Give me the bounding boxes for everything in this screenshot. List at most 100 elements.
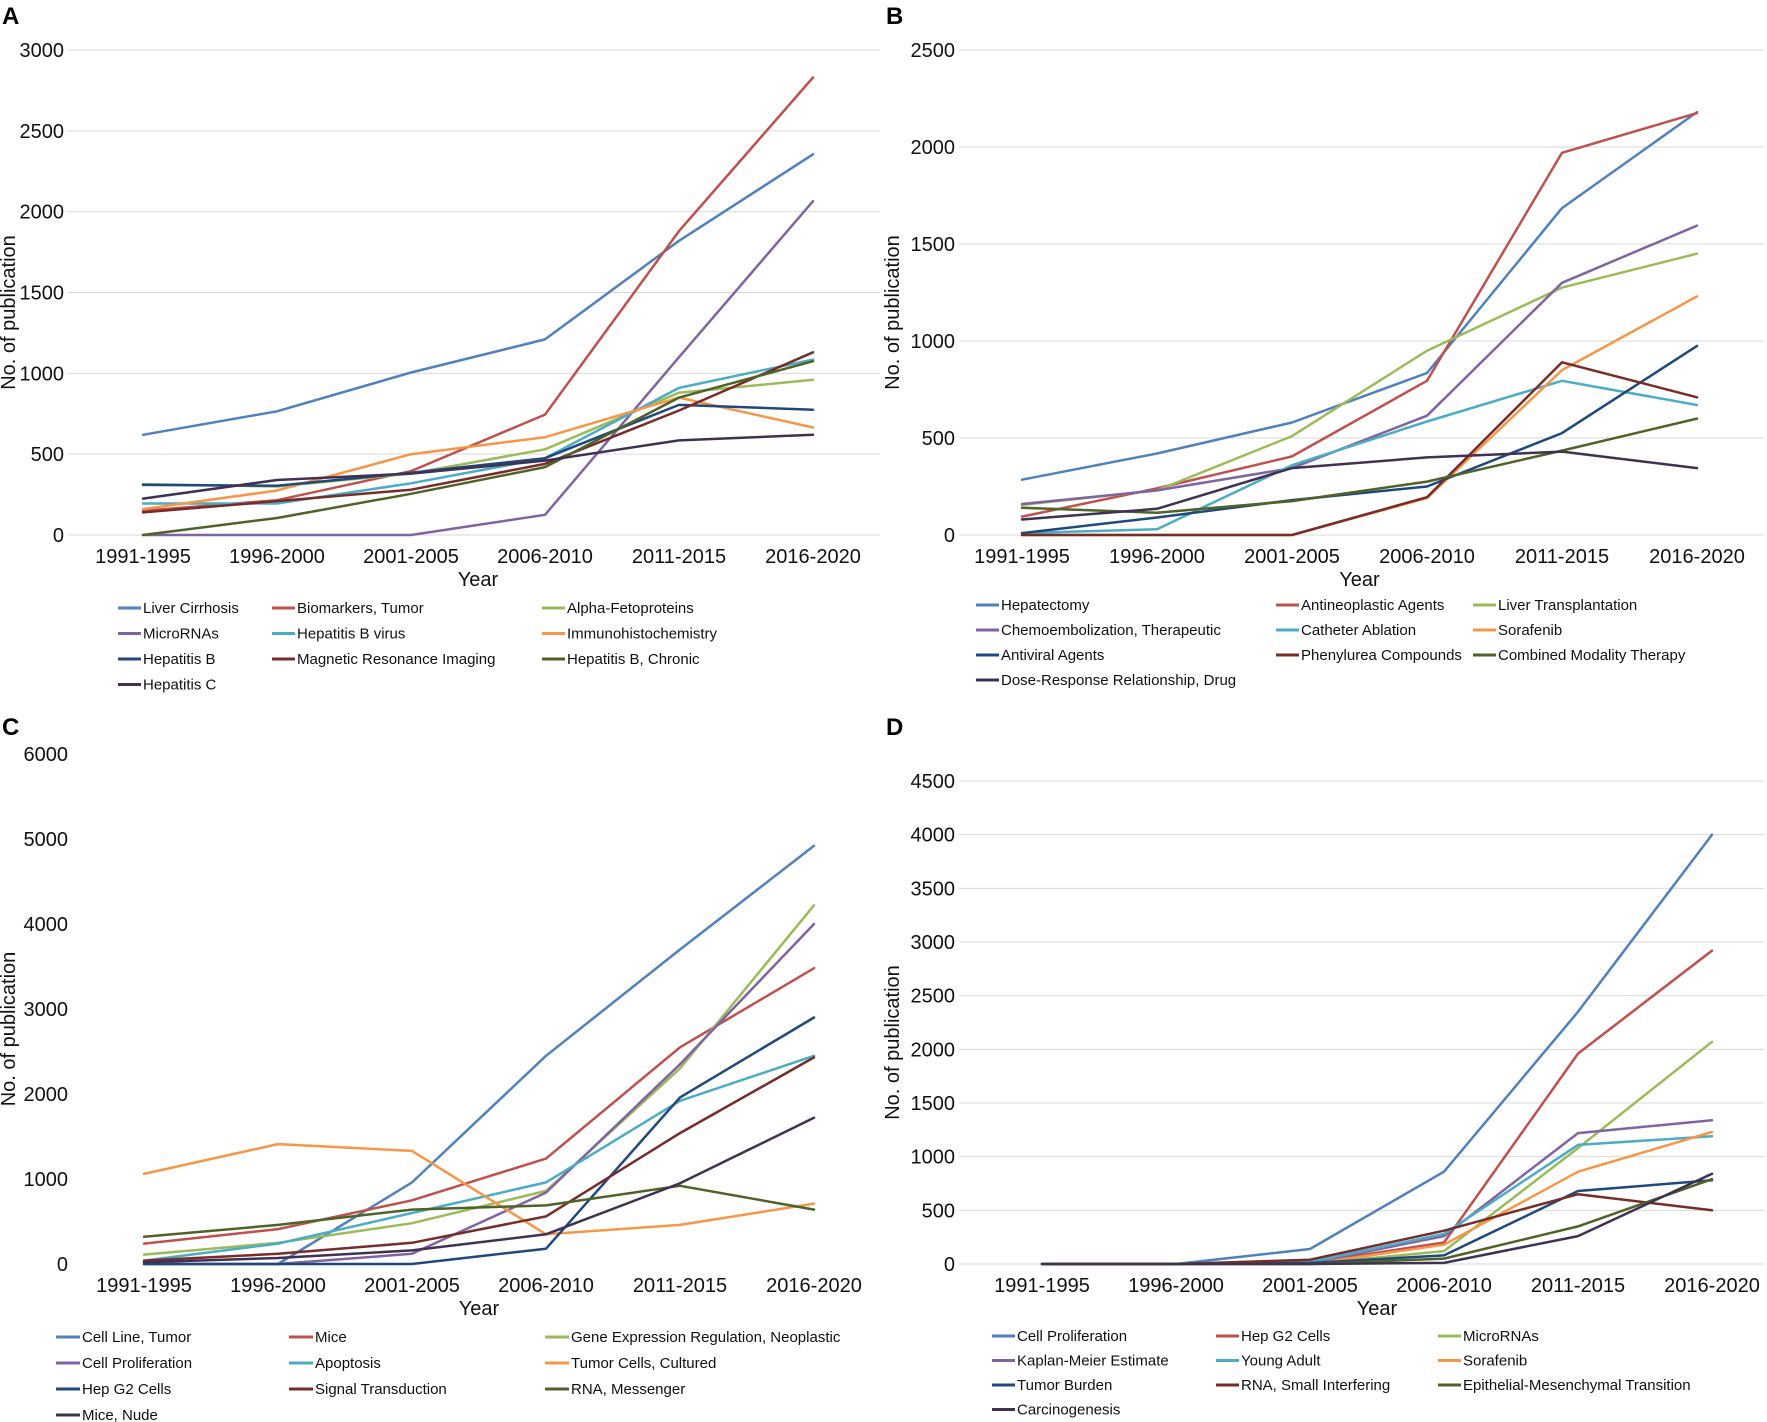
y-tick-label: 1000 [24,1169,69,1191]
x-tick-label: 2011-2015 [1531,1275,1625,1297]
x-tick-label: 2016-2020 [765,546,861,568]
y-tick-label: 2500 [20,121,65,143]
legend-entry: Mice [315,1329,347,1346]
series-line [1020,450,1699,521]
y-tick-label: 500 [922,1200,955,1222]
y-tick-label: 1000 [911,1147,956,1169]
legend-entry: RNA, Messenger [571,1381,685,1398]
series-line [1020,252,1699,507]
x-axis-title: Year [1357,1298,1398,1320]
x-tick-label: 2006-2010 [1396,1275,1492,1297]
series-line [141,403,815,487]
y-tick-label: 1000 [20,363,65,385]
series-line [142,1016,816,1266]
chart-panel-a: A 0 500 1000 1500 2000 2500 3000 1991-1995 1996-2… [0,0,884,711]
y-tick-label: 3000 [911,932,956,954]
x-tick-label: 2016-2020 [1664,1275,1760,1297]
x-tick-label: 2016-2020 [766,1275,862,1297]
legend-entry: Dose-Response Relationship, Drug [1001,672,1236,689]
series-line [142,1142,816,1236]
legend-entry: Antineoplastic Agents [1301,597,1444,614]
legend-entry: MicroRNAs [143,626,219,643]
y-tick-label: 2500 [911,986,956,1008]
legend-entry: Liver Transplantation [1498,597,1637,614]
y-tick-label: 5000 [24,829,69,851]
series-line [141,153,815,437]
legend-entry: Cell Proliferation [1017,1328,1127,1345]
legend-entry: Epithelial-Mesenchymal Transition [1463,1377,1691,1394]
y-tick-label: 2000 [24,1084,69,1106]
y-tick-label: 1000 [911,331,956,353]
x-tick-label: 2016-2020 [1649,546,1745,568]
series-line [141,199,815,537]
y-tick-label: 0 [57,1254,68,1276]
series-line [1020,110,1699,481]
x-tick-label: 1996-2000 [1109,546,1205,568]
legend-entry: Magnetic Resonance Imaging [297,651,495,668]
line-chart-d: D 0 500 1000 1500 2000 2500 3000 3500 4000 4500 199… [884,714,1764,1419]
x-tick-label: 2001-2005 [1262,1275,1358,1297]
x-tick-label: 2011-2015 [633,1275,727,1297]
legend-entry: Liver Cirrhosis [143,600,239,617]
y-tick-label: 3000 [20,40,65,62]
series-line [141,351,815,514]
y-tick-label: 3500 [911,878,956,900]
y-axis-title: No. of publication [0,952,20,1107]
x-tick-label: 2001-2005 [363,546,459,568]
x-tick-label: 1996-2000 [229,546,325,568]
y-tick-label: 0 [944,1254,955,1276]
legend-entry: Carcinogenesis [1017,1402,1120,1419]
legend-entry: Alpha-Fetoproteins [567,600,694,617]
y-tick-label: 2000 [911,1039,956,1061]
series-line [1020,295,1699,537]
legend-entry: Sorafenib [1498,622,1562,639]
y-tick-label: 1500 [911,234,956,256]
legend-entry: Hepatitis B virus [297,626,405,643]
legend-entry: Young Adult [1241,1353,1321,1370]
series-line [142,844,816,1266]
y-tick-label: 500 [922,428,955,450]
chart-panel-c: C 0 1000 2000 3000 4000 5000 6000 1991-1995 1996-… [0,711,884,1422]
x-tick-label: 2006-2010 [497,546,593,568]
y-axis-title: No. of publication [884,965,904,1120]
series-line [1040,1040,1714,1266]
legend-entry: Combined Modality Therapy [1498,647,1686,664]
chart-panel-b: B 0 500 1000 1500 2000 2500 1991-1995 1996-2000 2… [884,0,1767,711]
x-tick-label: 2011-2015 [1515,546,1609,568]
y-tick-label: 0 [944,525,955,547]
series-line [142,966,816,1245]
y-tick-label: 3000 [24,999,69,1021]
legend-entry: MicroRNAs [1463,1328,1539,1345]
x-tick-label: 2006-2010 [1379,546,1475,568]
legend-entry: Cell Line, Tumor [82,1329,191,1346]
legend-entry: Gene Expression Regulation, Neoplastic [571,1329,841,1346]
legend-entry: Hepatitis C [143,677,217,694]
legend-entry: Hep G2 Cells [82,1381,171,1398]
legend-entry: Apoptosis [315,1355,381,1372]
series-line [142,1116,816,1264]
x-axis-title: Year [458,569,499,591]
y-tick-label: 1500 [20,283,65,305]
legend-entry: Hepatitis B [143,651,216,668]
line-chart-a: A 0 500 1000 1500 2000 2500 3000 1991-1995 1996-2… [0,3,880,694]
legend-entry: Cell Proliferation [82,1355,192,1372]
series-line [1040,949,1714,1266]
series-line [141,358,815,505]
y-tick-label: 6000 [24,744,69,766]
x-tick-label: 1991-1995 [974,546,1070,568]
y-tick-label: 0 [53,525,64,547]
y-tick-label: 2500 [911,40,956,62]
legend-entry: Antiviral Agents [1001,647,1104,664]
series-line [142,922,816,1266]
y-tick-label: 4000 [911,825,956,847]
y-axis-title: No. of publication [884,235,904,390]
legend-entry: Hepatitis B, Chronic [567,651,700,668]
legend-entry: Biomarkers, Tumor [297,600,424,617]
y-tick-label: 2000 [911,137,956,159]
x-tick-label: 1991-1995 [96,1275,192,1297]
x-tick-label: 2001-2005 [364,1275,460,1297]
x-tick-label: 2011-2015 [632,546,726,568]
series-line [142,1056,816,1262]
y-tick-label: 4000 [24,914,69,936]
legend-entry: Tumor Cells, Cultured [571,1355,716,1372]
